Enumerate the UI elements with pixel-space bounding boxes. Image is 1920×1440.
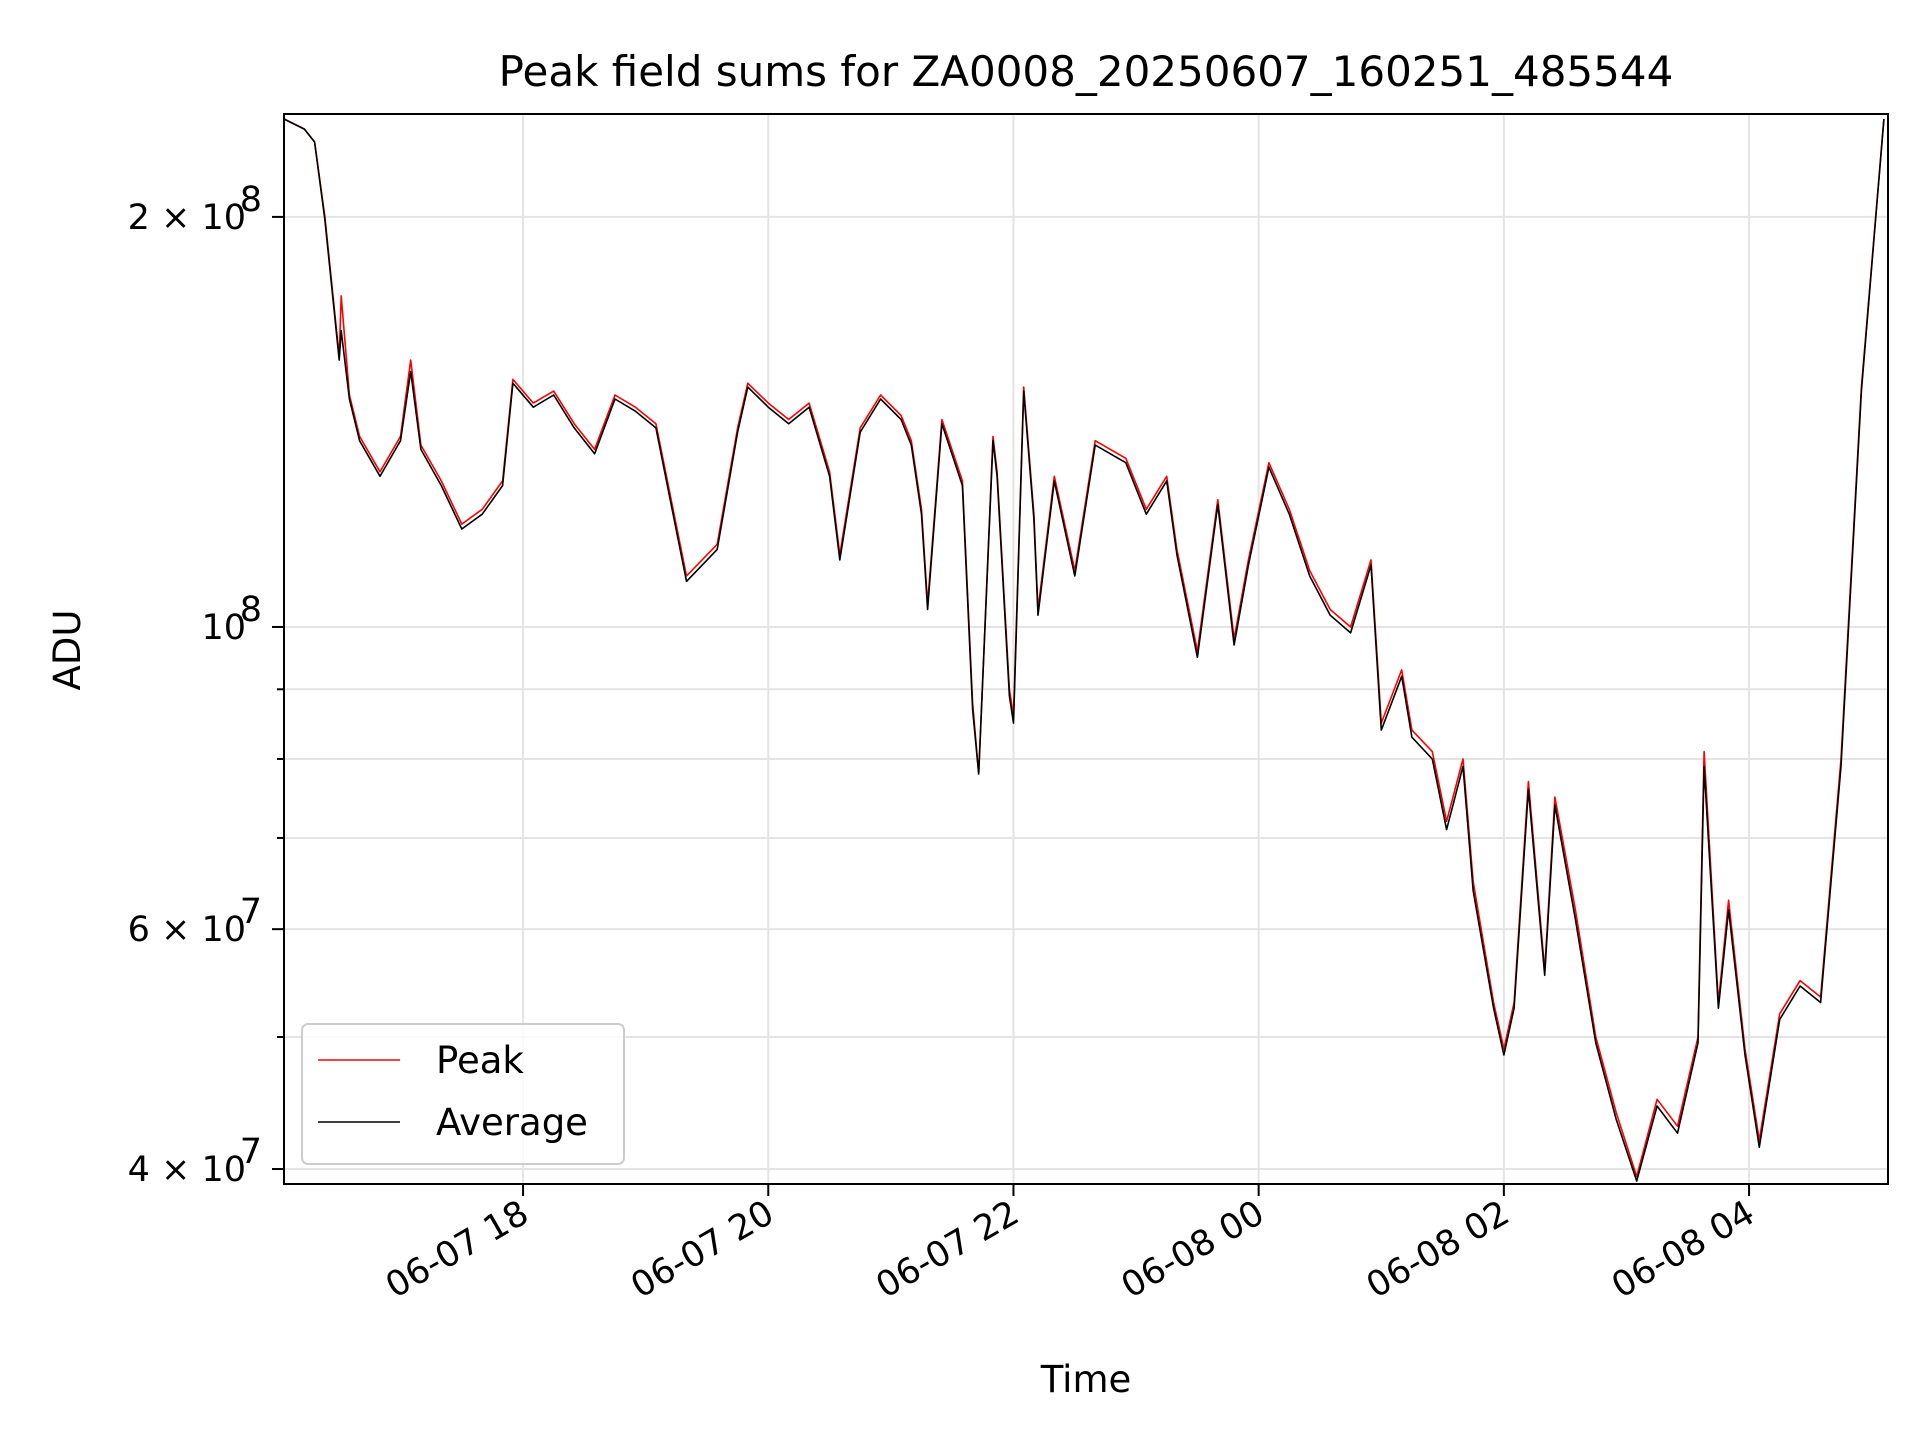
y-tick-label: 6 × 10	[128, 910, 246, 950]
series-line-average	[283, 118, 1885, 1182]
y-tick-label-exponent: 8	[240, 590, 262, 630]
y-tick-label-exponent: 7	[240, 1132, 262, 1172]
legend-box	[301, 1023, 625, 1165]
y-tick-label: 4 × 10	[128, 1150, 246, 1190]
y-tick-label: 10	[201, 608, 246, 648]
legend-label-average: Average	[436, 1101, 588, 1144]
y-tick-label-exponent: 8	[240, 180, 262, 220]
legend-label-peak: Peak	[436, 1039, 524, 1082]
y-tick-label-base: 4 × 10	[128, 1150, 246, 1190]
y-tick-label: 2 × 10	[128, 198, 246, 238]
legend: Peak Average	[301, 1023, 625, 1165]
y-tick-label-base: 10	[201, 608, 246, 648]
y-tick-label-exponent: 7	[240, 892, 262, 932]
series-layer	[283, 118, 1885, 1182]
x-axis-label: Time	[1040, 1358, 1132, 1401]
grid	[284, 114, 1888, 1184]
y-tick-label-base: 2 × 10	[128, 198, 246, 238]
y-axis-label: ADU	[46, 610, 89, 691]
plot-frame	[283, 113, 1889, 1185]
chart-title: Peak field sums for ZA0008_20250607_1602…	[499, 47, 1674, 96]
y-tick-label-base: 6 × 10	[128, 910, 246, 950]
